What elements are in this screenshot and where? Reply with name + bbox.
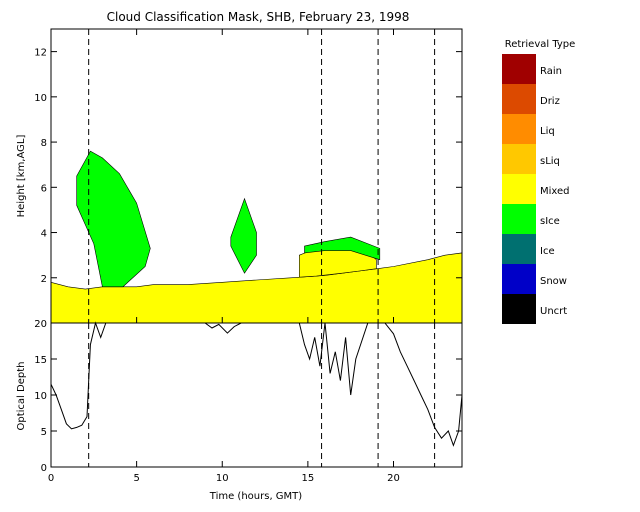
legend-label-sice: sIce — [540, 216, 560, 227]
legend-label-rain: Rain — [540, 66, 562, 77]
legend-label-uncrt: Uncrt — [540, 306, 567, 317]
legend-swatch-sliq — [502, 144, 536, 174]
legend-swatch-liq — [502, 114, 536, 144]
region-sice-3 — [230, 197, 257, 274]
legend-label-snow: Snow — [540, 276, 567, 287]
bottom-ytick-label-0: 0 — [41, 463, 47, 474]
region-sice-4 — [304, 236, 381, 261]
top-ytick-label-5: 12 — [34, 48, 47, 59]
bottom-xtick-label-1: 5 — [133, 473, 139, 484]
bottom-xtick-label-4: 20 — [387, 473, 400, 484]
legend-swatch-ice — [502, 234, 536, 264]
legend-label-sliq: sLiq — [540, 156, 560, 167]
bottom-xtick-label-3: 15 — [302, 473, 315, 484]
bottom-xtick-label-2: 10 — [216, 473, 229, 484]
top-ytick-label-3: 8 — [41, 138, 47, 149]
top-ytick-label-1: 4 — [41, 229, 47, 240]
chart-title: Cloud Classification Mask, SHB, February… — [107, 10, 410, 24]
top-ytick-label-4: 10 — [34, 93, 47, 104]
legend-swatch-snow — [502, 264, 536, 294]
legend-title: Retrieval Type — [505, 39, 576, 50]
legend-swatch-sice — [502, 204, 536, 234]
optical-depth-axis-label: Optical Depth — [16, 362, 27, 431]
legend-swatch-uncrt — [502, 294, 536, 324]
legend-label-driz: Driz — [540, 96, 560, 107]
optical-depth-line — [50, 321, 463, 447]
top-ytick-label-2: 6 — [41, 183, 47, 194]
cloud-mask-plot — [50, 28, 463, 324]
legend-label-liq: Liq — [540, 126, 555, 137]
legend-label-mixed: Mixed — [540, 186, 570, 197]
legend-swatch-rain — [502, 54, 536, 84]
legend-swatch-driz — [502, 84, 536, 114]
top-ytick-label-0: 2 — [41, 274, 47, 285]
legend-label-ice: Ice — [540, 246, 555, 257]
height-axis-label: Height [km,AGL] — [16, 135, 27, 218]
bottom-ytick-label-4: 20 — [34, 319, 47, 330]
legend-swatch-mixed — [502, 174, 536, 204]
region-sice-2 — [76, 150, 151, 288]
bottom-ytick-label-2: 10 — [34, 391, 47, 402]
bottom-ytick-label-1: 5 — [41, 427, 47, 438]
time-axis-label: Time (hours, GMT) — [209, 491, 303, 502]
bottom-xtick-label-0: 0 — [48, 473, 54, 484]
optical-depth-plot — [50, 321, 463, 468]
retrieval-type-legend: Retrieval Type Rain Driz Liq sLiq Mixed sIce I… — [502, 39, 575, 324]
bottom-ytick-label-3: 15 — [34, 355, 47, 366]
